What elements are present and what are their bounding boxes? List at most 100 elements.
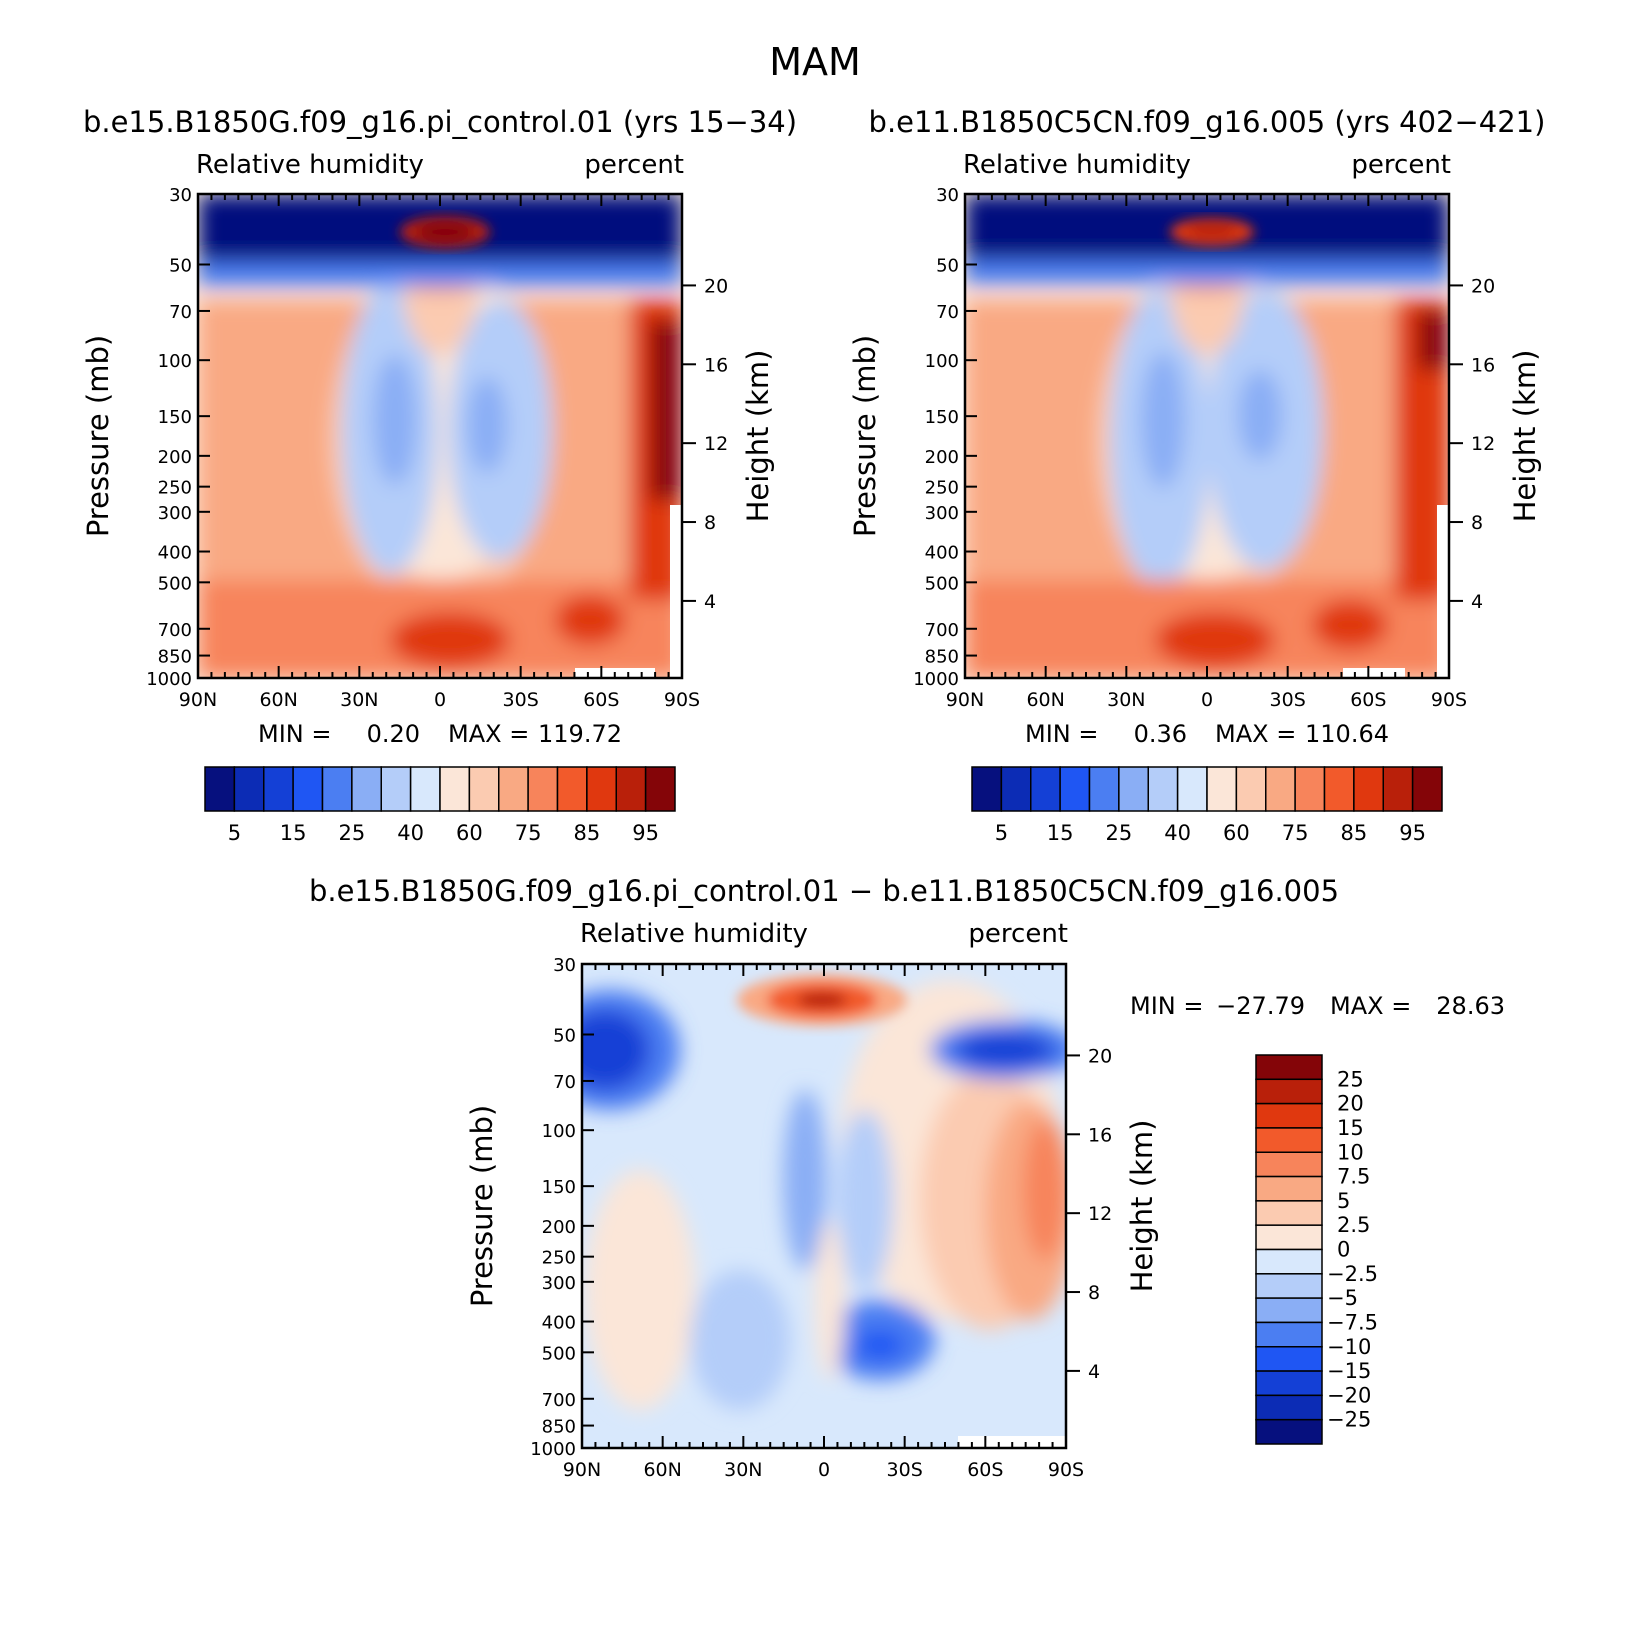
lat-tick-label: 60N	[1026, 689, 1064, 711]
colorbar-label: 15	[280, 821, 307, 845]
colorbar-box	[1255, 1224, 1323, 1251]
height-tick-label: 12	[1088, 1203, 1112, 1225]
lat-tick-label: 90S	[1431, 689, 1467, 711]
pressure-tick-label: 250	[158, 478, 192, 499]
pressure-tick-label: 150	[158, 407, 192, 428]
min-value: −27.79	[1216, 992, 1305, 1020]
colorbar: 5 15 25 40 60 75 85 95	[971, 766, 1443, 845]
colorbar-box	[498, 766, 529, 812]
colorbar-box	[1353, 766, 1384, 812]
colorbar-box	[439, 766, 471, 812]
pressure-axis-title: Pressure (mb)	[81, 335, 115, 537]
height-tick-label: 12	[704, 433, 728, 455]
colorbar-box	[1059, 766, 1091, 812]
colorbar-box	[1255, 1273, 1323, 1299]
colorbar-label: 5	[228, 821, 241, 845]
colorbar-label: 5	[995, 821, 1008, 845]
height-tick-label: 16	[1471, 354, 1495, 376]
colorbar-box	[527, 766, 559, 812]
pressure-tick-label: 400	[158, 543, 192, 564]
colorbar-box	[1206, 766, 1238, 812]
colorbar-box	[1255, 1321, 1323, 1348]
pressure-tick-label: 850	[542, 1417, 576, 1438]
rh-field	[965, 194, 1449, 678]
pressure-tick-label: 50	[553, 1026, 576, 1047]
height-tick-label: 4	[704, 591, 716, 613]
colorbar-label: 60	[1223, 821, 1250, 845]
colorbar-label: 60	[456, 821, 483, 845]
pressure-tick-label: 500	[158, 573, 192, 594]
colorbar-box	[1255, 1102, 1323, 1129]
pressure-axis-title: Pressure (mb)	[848, 335, 882, 537]
figure-title: MAM	[769, 40, 861, 84]
pressure-tick-label: 300	[158, 503, 192, 524]
colorbar-box	[615, 766, 647, 812]
colorbar-box	[1411, 766, 1443, 812]
colorbar-box	[409, 766, 441, 812]
colorbar-box	[380, 766, 412, 812]
pressure-tick-label: 700	[925, 620, 959, 641]
pressure-tick-label: 500	[542, 1343, 576, 1364]
panel-control-run: b.e15.B1850G.f09_g16.pi_control.01 (yrs …	[81, 105, 797, 845]
colorbar-label: −2.5	[1327, 1262, 1378, 1286]
colorbar-label: −5	[1327, 1286, 1358, 1310]
units-label: percent	[968, 919, 1068, 949]
pressure-tick-label: 100	[925, 351, 959, 372]
height-tick-label: 12	[1471, 433, 1495, 455]
height-tick-label: 20	[1088, 1045, 1112, 1067]
latitude-axis-ticks: 90N 60N 30N 0 30S 60S 90S	[563, 964, 1084, 1481]
rh-diff-field	[582, 964, 1066, 1448]
colorbar-label: 40	[397, 821, 424, 845]
pressure-tick-label: 30	[169, 185, 192, 206]
units-label: percent	[584, 150, 684, 180]
min-value: 0.36	[1134, 720, 1187, 748]
pressure-tick-label: 200	[925, 447, 959, 468]
lat-tick-label: 90N	[946, 689, 984, 711]
max-label: MAX =	[1215, 720, 1296, 748]
colorbar-box	[1255, 1151, 1323, 1178]
colorbar-label: −10	[1327, 1335, 1371, 1359]
pressure-tick-label: 100	[158, 351, 192, 372]
pressure-tick-label: 150	[925, 407, 959, 428]
colorbar-label: 5	[1337, 1189, 1350, 1213]
lat-tick-label: 90N	[179, 689, 217, 711]
units-label: percent	[1351, 150, 1451, 180]
colorbar-box	[263, 766, 294, 812]
colorbar-label: 7.5	[1337, 1165, 1370, 1189]
lat-tick-label: 60N	[259, 689, 297, 711]
variable-label: Relative humidity	[963, 150, 1191, 180]
height-tick-label: 16	[704, 354, 728, 376]
height-tick-label: 20	[704, 275, 728, 297]
max-value: 28.63	[1436, 992, 1505, 1020]
max-label: MAX =	[1330, 992, 1411, 1020]
pressure-tick-label: 150	[542, 1177, 576, 1198]
lat-tick-label: 30N	[1107, 689, 1145, 711]
lat-tick-label: 0	[818, 1459, 830, 1481]
height-tick-label: 8	[704, 512, 716, 534]
height-axis-ticks: 20 16 12 8 4	[682, 275, 728, 613]
height-axis-title: Height (km)	[1125, 1120, 1159, 1293]
colorbar-box	[1255, 1418, 1323, 1445]
pressure-tick-label: 850	[925, 647, 959, 668]
height-tick-label: 20	[1471, 275, 1495, 297]
lat-tick-label: 90S	[1048, 1459, 1084, 1481]
lat-tick-label: 30S	[1270, 689, 1306, 711]
pressure-tick-label: 250	[542, 1248, 576, 1269]
pressure-axis-title: Pressure (mb)	[465, 1105, 499, 1307]
colorbar-label: −15	[1327, 1359, 1371, 1383]
pressure-tick-label: 70	[936, 302, 959, 323]
panel-difference: b.e15.B1850G.f09_g16.pi_control.01 − b.e…	[309, 874, 1505, 1481]
colorbar-box	[1176, 766, 1208, 812]
min-max-readout: MIN = −27.79 MAX = 28.63	[1130, 992, 1505, 1020]
colorbar-box	[1255, 1297, 1323, 1324]
colorbar-box	[1323, 766, 1355, 812]
height-tick-label: 4	[1088, 1361, 1100, 1383]
lat-tick-label: 30N	[340, 689, 378, 711]
colorbar-box	[1255, 1078, 1323, 1105]
height-axis-ticks: 20 16 12 8 4	[1066, 1045, 1112, 1383]
lat-tick-label: 60N	[643, 1459, 681, 1481]
colorbar-box	[351, 766, 382, 812]
colorbar-box	[1255, 1054, 1323, 1081]
latitude-axis-ticks: 90N 60N 30N 0 30S 60S 90S	[946, 194, 1467, 711]
